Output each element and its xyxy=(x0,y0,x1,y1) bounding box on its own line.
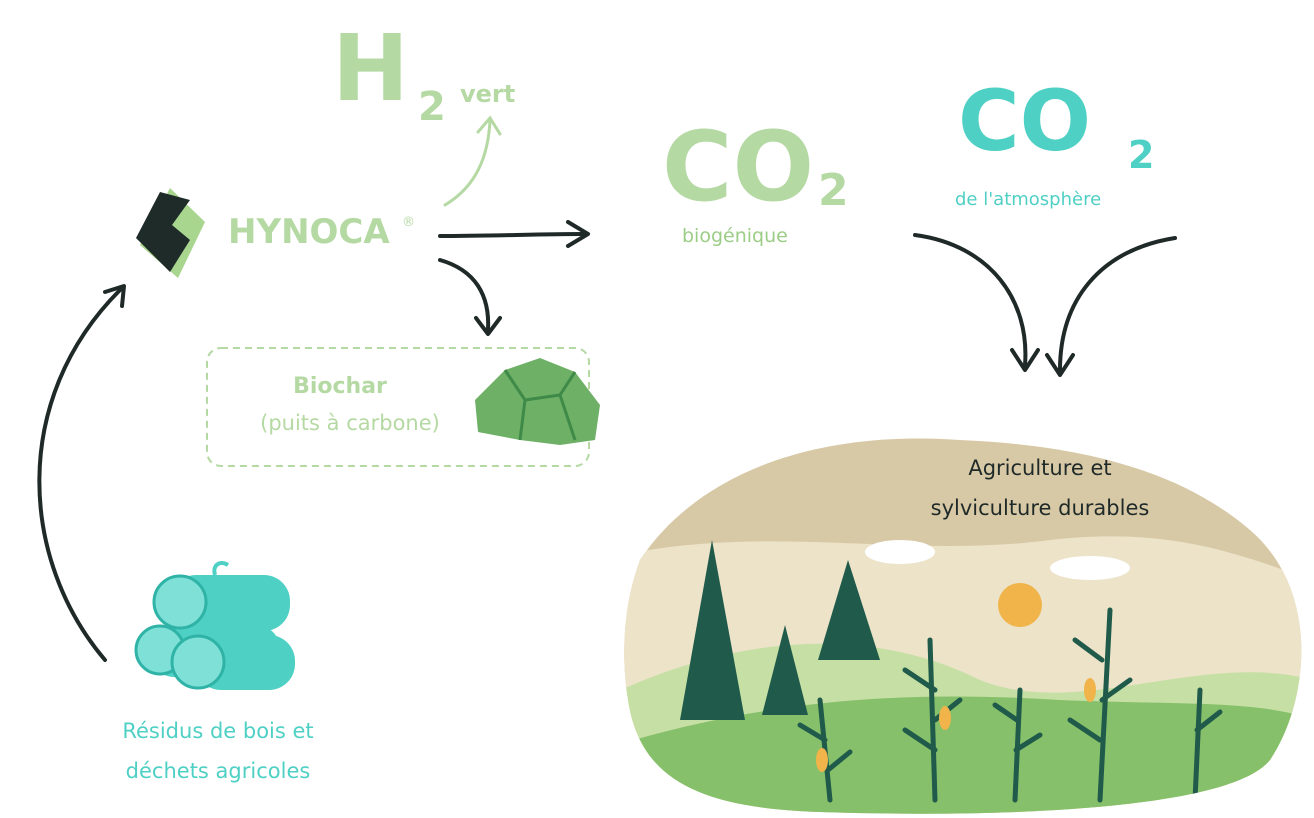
log-end xyxy=(154,576,206,628)
landscape xyxy=(600,420,1314,818)
arrow xyxy=(915,235,1025,365)
h-symbol: H xyxy=(332,15,409,122)
hynoca-mark: ® xyxy=(402,215,415,230)
biochar-title: Biochar xyxy=(293,374,387,399)
hynoca: HYNOCA ® xyxy=(136,188,415,278)
biochar-rock xyxy=(475,358,600,445)
landscape-line: Agriculture et xyxy=(968,456,1111,480)
log-twig xyxy=(214,563,228,575)
h-subscript: 2 xyxy=(418,84,446,130)
corn-cob xyxy=(939,706,951,730)
logs xyxy=(136,563,295,690)
biochar-subtitle: (puits à carbone) xyxy=(260,411,440,435)
cloud xyxy=(1050,556,1130,580)
co2-subscript: 2 xyxy=(1128,133,1154,177)
arrow xyxy=(440,234,585,236)
co2-formula: CO xyxy=(662,111,814,223)
arrow xyxy=(440,260,488,330)
log-end xyxy=(172,636,224,688)
landscape-line: sylviculture durables xyxy=(931,496,1150,520)
arrow xyxy=(1060,238,1175,370)
hydrogen: H 2 vert xyxy=(332,15,515,205)
h-arrow xyxy=(445,120,490,205)
co2-formula: CO xyxy=(958,72,1091,170)
sun xyxy=(998,583,1042,627)
biochar: Biochar (puits à carbone) xyxy=(207,348,600,466)
residues-line: Résidus de bois et xyxy=(122,719,313,743)
h-label: vert xyxy=(460,80,515,108)
hynoca-name: HYNOCA xyxy=(228,212,390,252)
co2-atmosphere: CO 2 de l'atmosphère xyxy=(955,72,1154,210)
co2-label: de l'atmosphère xyxy=(955,189,1101,210)
diagram: H 2 vert HYNOCA ® CO 2 biogénique CO 2 d… xyxy=(0,0,1314,818)
co2-label: biogénique xyxy=(682,225,788,247)
corn-cob xyxy=(1084,678,1096,702)
residues-line: déchets agricoles xyxy=(126,759,311,783)
corn-cob xyxy=(816,748,828,772)
arrow xyxy=(39,290,120,660)
co2-subscript: 2 xyxy=(818,165,849,216)
cloud xyxy=(865,540,935,564)
co2-biogenic: CO 2 biogénique xyxy=(662,111,849,247)
